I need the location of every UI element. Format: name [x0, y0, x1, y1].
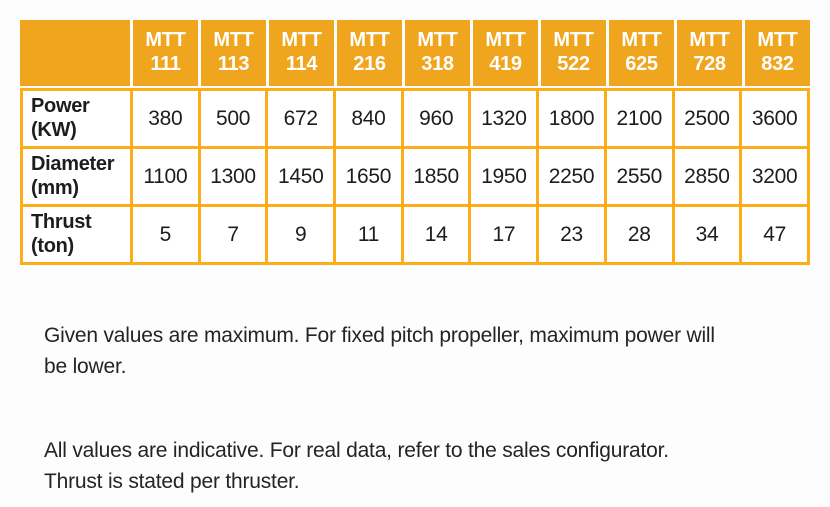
row-label-line2: (ton): [31, 234, 74, 257]
table-header-row: MTT 111 MTT 113 MTT 114 MTT 216 MTT 318 …: [20, 20, 810, 86]
value-cell: 17: [471, 207, 537, 262]
header-cell-mtt-522: MTT 522: [541, 20, 606, 86]
header-line1: MTT: [757, 29, 798, 52]
value-cell: 1850: [403, 149, 469, 204]
value-cell: 2100: [606, 91, 672, 146]
row-label-thrust: Thrust (ton): [23, 207, 130, 262]
value-cell: 2500: [674, 91, 740, 146]
header-line1: MTT: [145, 29, 186, 52]
header-line1: MTT: [553, 29, 594, 52]
value-cell: 1800: [539, 91, 604, 146]
header-line2: 113: [217, 53, 250, 75]
value-cell: 960: [403, 91, 469, 146]
header-line1: MTT: [349, 29, 390, 52]
value-cell: 5: [133, 207, 198, 262]
value-cell: 2550: [606, 149, 672, 204]
row-label-line1: Diameter: [31, 152, 115, 175]
header-line2: 111: [150, 53, 181, 75]
value-cell: 1950: [471, 149, 537, 204]
row-label-line1: Power: [31, 94, 90, 117]
header-line2: 318: [421, 53, 454, 75]
header-line2: 625: [625, 53, 658, 75]
value-cell: 2250: [539, 149, 604, 204]
header-line1: MTT: [417, 29, 458, 52]
row-label-line2: (mm): [31, 176, 79, 199]
value-cell: 1320: [471, 91, 537, 146]
header-cell-mtt-625: MTT 625: [609, 20, 674, 86]
row-label-diameter: Diameter (mm): [23, 149, 130, 204]
row-label-power: Power (KW): [23, 91, 130, 146]
header-cell-mtt-113: MTT 113: [201, 20, 266, 86]
value-cell: 28: [606, 207, 672, 262]
value-cell: 1650: [336, 149, 401, 204]
header-line2: 522: [557, 53, 590, 75]
footnotes: Given values are maximum. For fixed pitc…: [44, 320, 715, 497]
note-paragraph-indicative: All values are indicative. For real data…: [44, 435, 715, 497]
note-line: Thrust is stated per thruster.: [44, 470, 300, 493]
value-cell: 500: [200, 91, 266, 146]
header-cell-mtt-728: MTT 728: [677, 20, 742, 86]
header-cell-mtt-419: MTT 419: [473, 20, 538, 86]
row-label-line2: (KW): [31, 118, 77, 141]
value-cell: 840: [336, 91, 401, 146]
header-blank-cell: [20, 20, 130, 86]
note-line: All values are indicative. For real data…: [44, 439, 669, 462]
table-body: Power (KW) 380 500 672 840 960 1320 1800…: [20, 88, 810, 265]
header-cell-mtt-114: MTT 114: [269, 20, 334, 86]
header-line1: MTT: [485, 29, 526, 52]
value-cell: 47: [742, 207, 807, 262]
header-line1: MTT: [213, 29, 254, 52]
value-cell: 9: [268, 207, 334, 262]
note-line: be lower.: [44, 355, 127, 378]
value-cell: 1450: [268, 149, 334, 204]
value-cell: 380: [133, 91, 198, 146]
header-line2: 114: [285, 53, 318, 75]
note-paragraph-maximum: Given values are maximum. For fixed pitc…: [44, 320, 715, 382]
header-cell-mtt-111: MTT 111: [133, 20, 198, 86]
value-cell: 1300: [200, 149, 266, 204]
value-cell: 11: [336, 207, 401, 262]
value-cell: 3200: [742, 149, 807, 204]
header-line1: MTT: [281, 29, 322, 52]
value-cell: 34: [674, 207, 740, 262]
value-cell: 14: [403, 207, 469, 262]
value-cell: 1100: [133, 149, 198, 204]
header-line1: MTT: [621, 29, 662, 52]
value-cell: 672: [268, 91, 334, 146]
note-line: Given values are maximum. For fixed pitc…: [44, 324, 715, 347]
value-cell: 3600: [742, 91, 807, 146]
header-cell-mtt-216: MTT 216: [337, 20, 402, 86]
header-cell-mtt-832: MTT 832: [745, 20, 810, 86]
header-line2: 728: [693, 53, 726, 75]
header-cell-mtt-318: MTT 318: [405, 20, 470, 86]
header-line2: 216: [353, 53, 386, 75]
row-label-line1: Thrust: [31, 210, 92, 233]
header-line2: 419: [489, 53, 522, 75]
value-cell: 2850: [674, 149, 740, 204]
value-cell: 23: [539, 207, 604, 262]
header-line1: MTT: [689, 29, 730, 52]
thruster-spec-table: MTT 111 MTT 113 MTT 114 MTT 216 MTT 318 …: [20, 20, 810, 265]
header-line2: 832: [761, 53, 794, 75]
value-cell: 7: [200, 207, 266, 262]
